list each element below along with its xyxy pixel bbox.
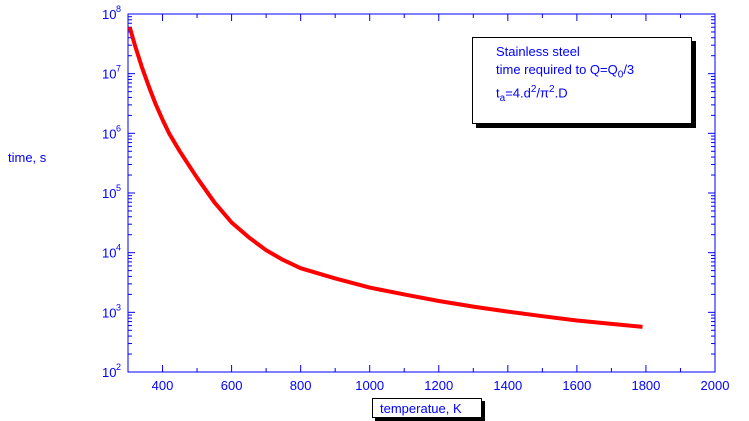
x-tick-label: 1400: [493, 378, 522, 393]
legend-line-2-sub: 0: [617, 69, 624, 81]
y-tick-label-exp: 4: [116, 243, 121, 253]
y-tick-label-exp: 5: [116, 183, 121, 193]
legend-line-3: ta=4.d2/π2.D: [496, 84, 568, 104]
y-tick-label-base: 10: [102, 126, 116, 141]
legend-line-3-b: =4.d: [505, 85, 531, 101]
y-tick-label-base: 10: [102, 186, 116, 201]
y-tick-label-exp: 7: [116, 64, 121, 74]
y-tick-label-exp: 8: [116, 4, 121, 14]
y-tick-label-base: 10: [102, 365, 116, 380]
x-tick-label: 800: [290, 378, 312, 393]
legend-line-3-c: /π: [536, 85, 550, 101]
x-tick-label: 600: [221, 378, 243, 393]
x-axis: 400 600 800 1000 1200 1400 1600 1800 2000: [127, 14, 730, 393]
y-tick-label-base: 10: [102, 305, 116, 320]
y-tick-label-exp: 3: [116, 302, 121, 312]
x-axis-title-box: [372, 398, 482, 418]
legend-line-2: time required to Q=Q0/3: [496, 62, 634, 81]
legend-line-3-b-sup: 2: [530, 84, 537, 95]
y-tick-label-base: 10: [102, 67, 116, 82]
x-tick-label: 1200: [424, 378, 453, 393]
legend-line-3-c-sup: 2: [549, 84, 555, 95]
legend-line-3-d: .D: [554, 85, 568, 101]
x-tick-label: 2000: [701, 378, 730, 393]
y-tick-label-exp: 2: [116, 362, 121, 372]
y-axis-title: time, s: [8, 150, 47, 165]
x-tick-label: 1800: [631, 378, 660, 393]
y-tick-label-base: 10: [102, 7, 116, 22]
x-tick-label: 400: [152, 378, 174, 393]
legend-line-3-a: t: [496, 85, 500, 101]
legend-line-1: Stainless steel: [496, 44, 580, 59]
legend-line-3-a-sub: a: [499, 92, 506, 104]
series-line-0: [127, 26, 643, 329]
x-tick-label: 1000: [355, 378, 384, 393]
legend-line-2-end: /3: [623, 62, 635, 77]
legend-box: Stainless steel time required to Q=Q0/3 …: [472, 37, 692, 124]
x-tick-label: 1600: [562, 378, 591, 393]
y-tick-label-exp: 6: [116, 123, 121, 133]
legend-line-2-text: time required to Q=Q: [496, 62, 618, 77]
x-axis-title: temperatue, K: [380, 401, 462, 416]
series-group: [127, 26, 643, 329]
y-tick-label-base: 10: [102, 246, 116, 261]
